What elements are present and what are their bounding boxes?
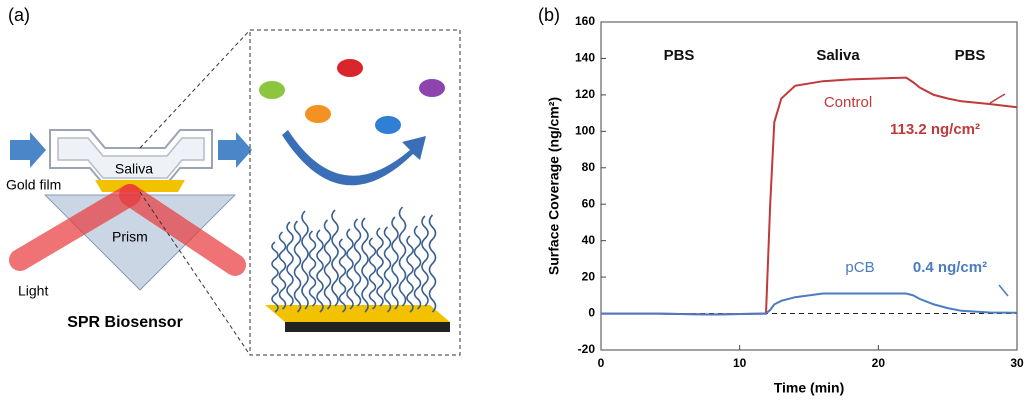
annotation: 0.4 ng/cm²	[913, 259, 987, 276]
brush-chain	[293, 220, 302, 313]
zoom-line	[139, 191, 251, 356]
caption: SPR Biosensor	[67, 314, 183, 331]
y-tick-label: 0	[588, 306, 595, 320]
flow-label: Saliva	[115, 161, 153, 177]
light-label: Light	[18, 283, 48, 299]
brush-chain	[413, 225, 422, 310]
molecule	[259, 81, 285, 99]
diagram: (a) Saliva Gold film Prism Light SPR Bio…	[6, 5, 461, 356]
gold-slab-edge	[285, 322, 450, 332]
brush-chain	[406, 235, 414, 313]
y-tick-label: 60	[582, 196, 596, 210]
plot-frame	[600, 21, 1018, 351]
brush-chain	[398, 206, 407, 307]
y-tick-label: 100	[575, 124, 595, 138]
brush-chain	[368, 237, 377, 310]
series-line	[601, 76, 1018, 316]
molecule	[305, 105, 331, 123]
y-tick-label: 40	[582, 233, 596, 247]
brush-chain	[376, 227, 384, 307]
panel-label: (a)	[8, 5, 30, 25]
brush-chain	[331, 209, 339, 307]
brush-chain	[301, 210, 309, 310]
flow-channel	[57, 137, 205, 179]
y-tick-label: 120	[575, 87, 595, 101]
y-tick-label: 80	[582, 160, 596, 174]
brush-chain	[278, 231, 287, 310]
y-axis-label: Surface Coverage (ng/cm²)	[546, 97, 562, 275]
x-tick-label: 0	[598, 356, 605, 370]
brush-chain	[421, 215, 429, 307]
brush-chain	[338, 238, 347, 313]
brush-chain	[346, 228, 354, 310]
molecule	[375, 116, 401, 134]
annotation-arrow	[989, 93, 1006, 104]
brush-chain	[286, 221, 294, 307]
light-out	[119, 184, 246, 276]
light-in	[9, 184, 141, 271]
brush-chain	[391, 216, 399, 310]
molecule	[337, 59, 363, 77]
brush-chain	[316, 229, 324, 313]
y-tick-label: 140	[575, 51, 595, 65]
x-tick-label: 30	[1010, 356, 1024, 370]
arrow-in	[10, 132, 46, 168]
x-axis-label: Time (min)	[774, 380, 845, 396]
annotation: 113.2 ng/cm²	[890, 121, 980, 138]
gold-film	[95, 180, 185, 192]
annotation: PBS	[955, 47, 986, 64]
x-tick-label: 20	[872, 356, 886, 370]
y-tick-label: 160	[575, 14, 595, 28]
series-label: pCB	[845, 259, 874, 276]
annotation: PBS	[664, 47, 695, 64]
brush-chain	[428, 214, 437, 313]
panel-label: (b)	[538, 5, 560, 25]
zoom-box	[249, 29, 461, 356]
brush-chain	[323, 219, 332, 310]
brush-chain	[353, 218, 362, 307]
annotation: Saliva	[816, 47, 860, 64]
prism-label: Prism	[112, 229, 148, 245]
x-tick-label: 10	[733, 356, 747, 370]
series-line	[601, 292, 1018, 316]
brush-chain	[361, 217, 369, 313]
gold-slab	[265, 305, 450, 322]
brush-chain	[308, 230, 317, 307]
chart: (b) Surface Coverage (ng/cm²) Time (min)…	[538, 5, 1024, 396]
polymer-brush	[271, 206, 437, 313]
brush-chain	[383, 226, 392, 313]
arrow-out	[218, 132, 252, 168]
y-tick-label: -20	[578, 342, 596, 356]
y-tick-label: 20	[582, 269, 596, 283]
zoom-line	[139, 29, 251, 149]
molecule	[419, 79, 445, 97]
gold-label: Gold film	[6, 177, 61, 193]
curved-arrow	[282, 130, 426, 186]
brush-chain	[271, 241, 279, 313]
series-label: Control	[824, 94, 872, 111]
annotation-arrow	[998, 284, 1009, 297]
